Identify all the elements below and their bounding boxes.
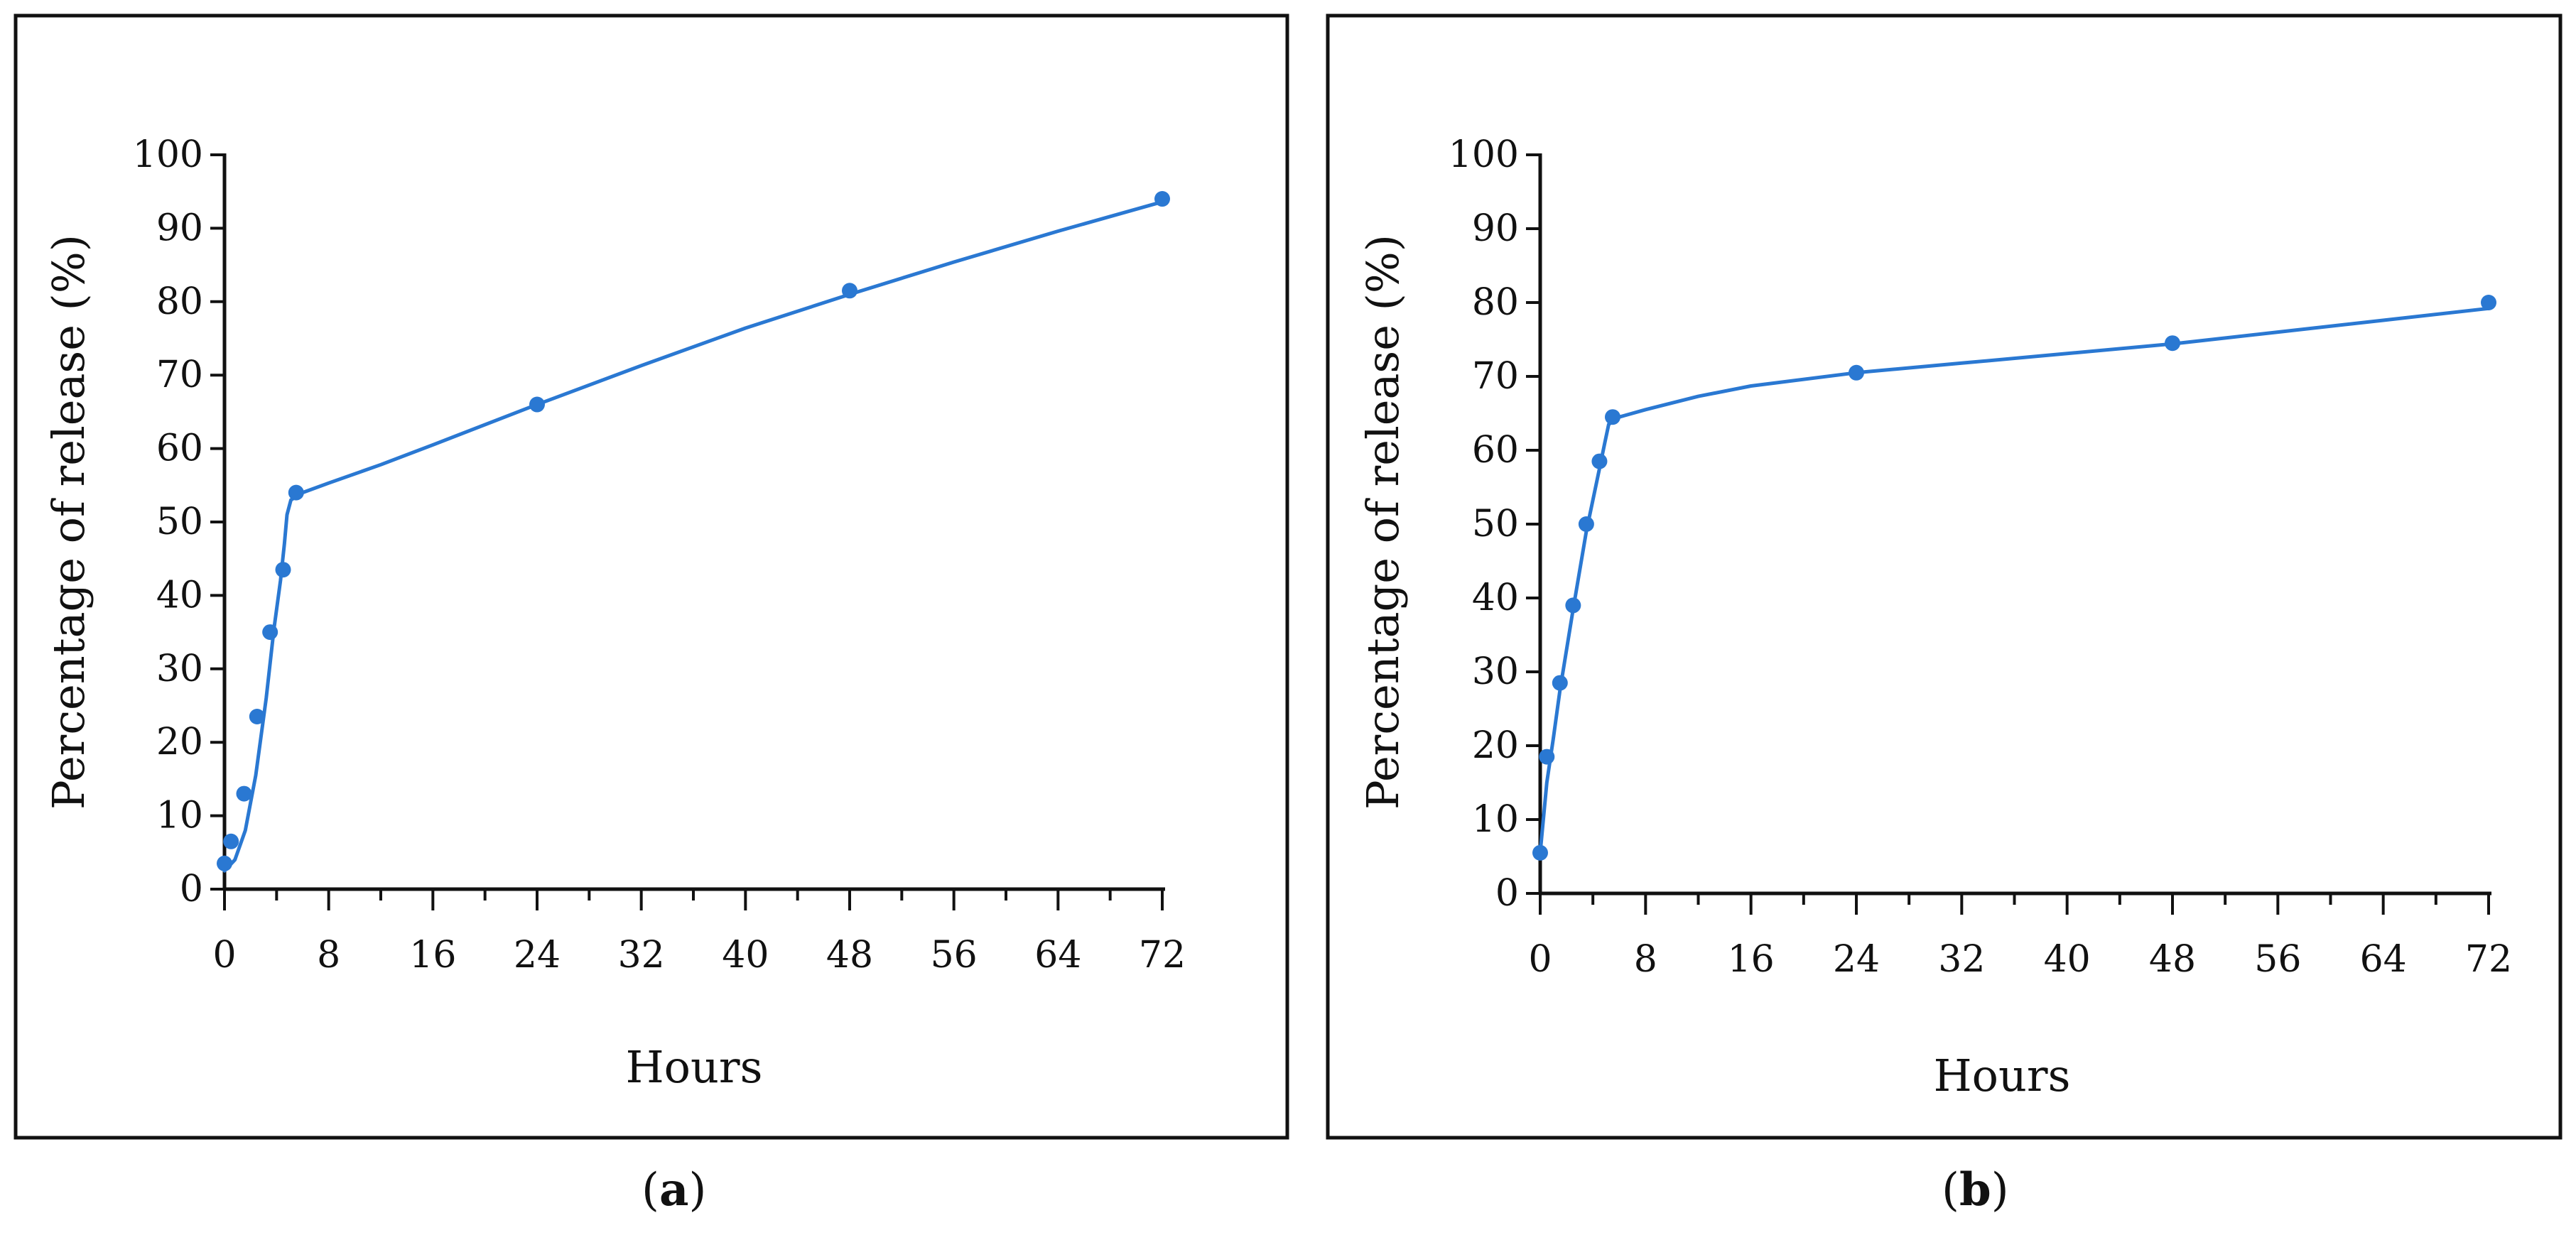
y-tick-label: 0: [180, 868, 203, 910]
panel-b: 0 10 20 30 40 50 60 70 80 90 100 0 8 16 24 32 40 48 56 64 72…: [1326, 13, 2563, 1217]
y-tick-label: 40: [1472, 577, 1519, 619]
data-point: [1849, 364, 1864, 381]
y-tick-label: 30: [1472, 651, 1519, 693]
y-tick-label: 70: [156, 354, 203, 396]
x-tick-label: 64: [1034, 934, 1081, 976]
x-tick-label: 48: [826, 934, 873, 976]
y-tick-label: 100: [1449, 134, 1519, 176]
x-tick-label: 56: [931, 934, 978, 976]
x-axis-title: Hours: [626, 1041, 763, 1093]
panel-frame: [1326, 13, 2563, 1140]
x-tick-label: 40: [2044, 938, 2091, 981]
y-tick-label: 20: [156, 721, 203, 763]
y-tick-label: 60: [1472, 429, 1519, 472]
x-tick-label: 72: [2465, 938, 2512, 981]
data-point: [1604, 409, 1620, 425]
x-tick-label: 24: [514, 934, 561, 976]
y-tick-label: 100: [133, 134, 203, 176]
data-point: [842, 283, 857, 299]
data-point: [1552, 675, 1568, 691]
panel-a: 0 10 20 30 40 50 60 70 80 90 100 0 8 16 24 32 40 48 56 64 72…: [13, 13, 1289, 1217]
y-tick-label: 10: [1472, 798, 1519, 841]
data-point: [236, 785, 252, 802]
y-tick-label: 90: [1472, 207, 1519, 250]
data-point: [2165, 335, 2180, 352]
y-tick-label: 40: [156, 574, 203, 616]
y-axis-title: Percentage of release (%): [43, 234, 94, 810]
data-point: [288, 484, 304, 501]
series-trend-line: [222, 200, 1164, 873]
x-tick-label: 56: [2254, 938, 2301, 981]
data-point: [223, 833, 239, 849]
data-point: [2481, 295, 2496, 310]
series-trend-line: [1538, 306, 2491, 855]
y-tick-label: 60: [156, 428, 203, 470]
data-point: [217, 855, 232, 871]
x-tick-label: 40: [722, 934, 769, 976]
x-tick-label: 64: [2360, 938, 2407, 981]
y-tick-label: 90: [156, 207, 203, 249]
data-point: [275, 562, 291, 578]
y-tick-label: 80: [1472, 281, 1519, 324]
data-point: [1532, 844, 1548, 861]
data-point: [1154, 191, 1170, 207]
x-tick-label: 48: [2149, 938, 2196, 981]
x-tick-label: 24: [1833, 938, 1880, 981]
y-tick-label: 50: [156, 501, 203, 543]
x-tick-label: 16: [409, 934, 456, 976]
data-point: [1539, 749, 1555, 765]
y-tick-label: 80: [156, 281, 203, 323]
y-tick-label: 20: [1472, 724, 1519, 767]
data-point: [262, 624, 278, 641]
data-point: [1591, 453, 1608, 469]
x-tick-label: 32: [618, 934, 665, 976]
data-point: [529, 396, 545, 413]
x-tick-label: 16: [1728, 938, 1775, 981]
data-point: [1565, 597, 1581, 614]
y-axis-title: Percentage of release (%): [1357, 234, 1409, 810]
panel-frame: [13, 13, 1289, 1140]
panel-caption: (a): [642, 1163, 706, 1217]
y-tick-label: 10: [156, 795, 203, 837]
x-tick-label: 72: [1139, 934, 1186, 976]
y-tick-label: 50: [1472, 503, 1519, 545]
data-point: [249, 709, 265, 725]
y-tick-label: 30: [156, 648, 203, 690]
y-tick-label: 70: [1472, 355, 1519, 398]
data-point: [1578, 516, 1594, 532]
panel-caption: (b): [1942, 1163, 2009, 1217]
x-tick-label: 8: [1634, 938, 1657, 981]
x-tick-label: 32: [1938, 938, 1985, 981]
x-tick-label: 0: [1528, 938, 1552, 981]
x-tick-label: 8: [317, 934, 340, 976]
x-tick-label: 0: [212, 934, 236, 976]
y-tick-label: 0: [1495, 872, 1519, 915]
x-axis-title: Hours: [1934, 1050, 2071, 1101]
